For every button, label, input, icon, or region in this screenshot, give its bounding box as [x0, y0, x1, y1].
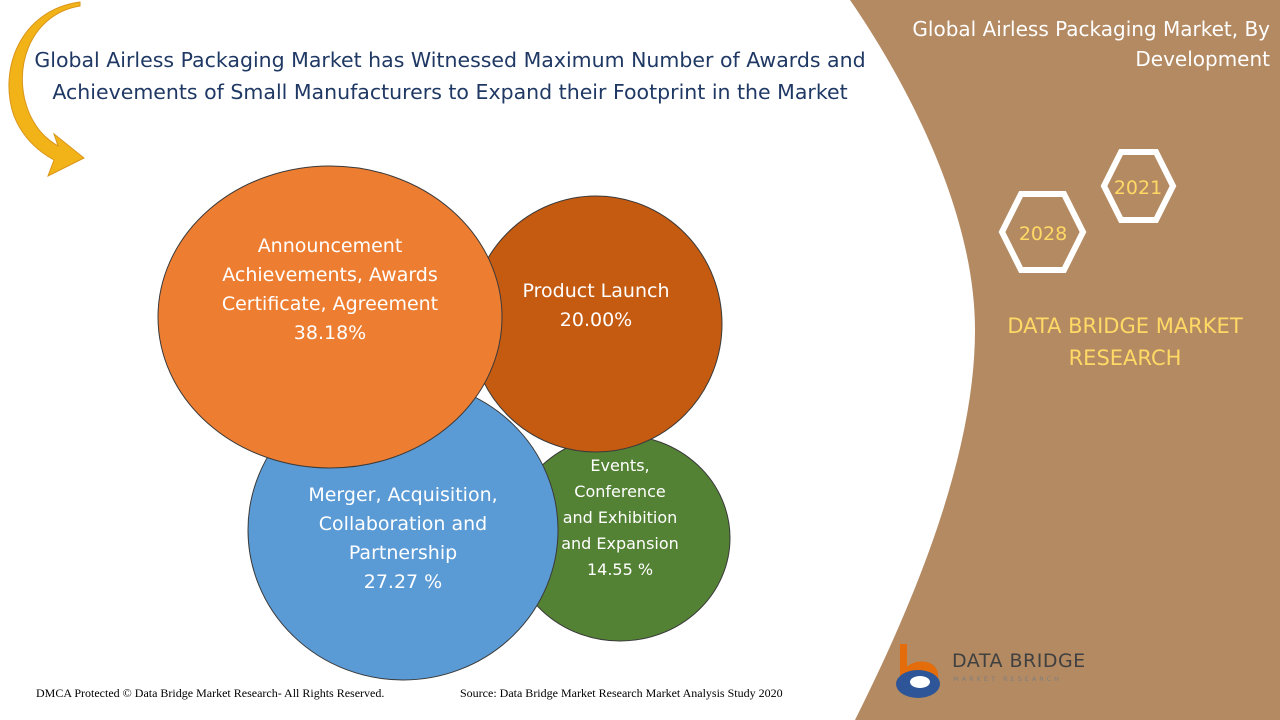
- bubble-shape: [157, 165, 503, 469]
- panel-title: Global Airless Packaging Market, By Deve…: [912, 17, 1270, 71]
- hexagon-end-icon: [998, 191, 1087, 273]
- copyright-text: DMCA Protected © Data Bridge Market Rese…: [36, 686, 385, 700]
- bubble-label: and Exhibition: [563, 508, 678, 527]
- hexagon-start-icon: [1100, 149, 1177, 223]
- data-bridge-logo-icon: [896, 644, 940, 698]
- bubble-label: Collaboration and: [319, 513, 487, 535]
- logo-tagline: MARKET RESEARCH: [953, 675, 1062, 683]
- bubble-label: and Expansion: [561, 534, 679, 553]
- bubble-value: 20.00%: [560, 309, 632, 331]
- year-start: 2021: [1114, 177, 1162, 199]
- bubble-value: 14.55 %: [587, 560, 653, 579]
- bubble-label: Events,: [590, 456, 649, 475]
- bubble-label: Conference: [574, 482, 665, 501]
- bubble-label: Partnership: [349, 542, 457, 564]
- logo-name: DATA BRIDGE: [952, 650, 1086, 672]
- bubble-label: Announcement: [258, 235, 403, 257]
- bubble-1: Product Launch 20.00%: [469, 195, 723, 453]
- bubble-label: Achievements, Awards: [222, 264, 438, 286]
- bubble-label: Product Launch: [523, 280, 670, 302]
- bubble-label: Certificate, Agreement: [222, 293, 438, 315]
- bubble-3: Events, Conference and Exhibition and Expan…: [509, 434, 731, 642]
- bubble-0: Announcement Achievements, Awards Certific…: [157, 165, 503, 469]
- bubble-value: 27.27 %: [364, 571, 443, 593]
- year-end: 2028: [1019, 223, 1067, 245]
- source-text: Source: Data Bridge Market Research Mark…: [460, 686, 783, 700]
- brand-text: DATA BRIDGE MARKET RESEARCH: [1007, 314, 1243, 370]
- bubble-label: Merger, Acquisition,: [308, 484, 497, 506]
- curved-arrow-icon: [8, 1, 85, 178]
- bubble-value: 38.18%: [294, 322, 366, 344]
- year-hexagons: 2021 2028: [998, 149, 1177, 273]
- chart-title: Global Airless Packaging Market has Witn…: [34, 48, 866, 104]
